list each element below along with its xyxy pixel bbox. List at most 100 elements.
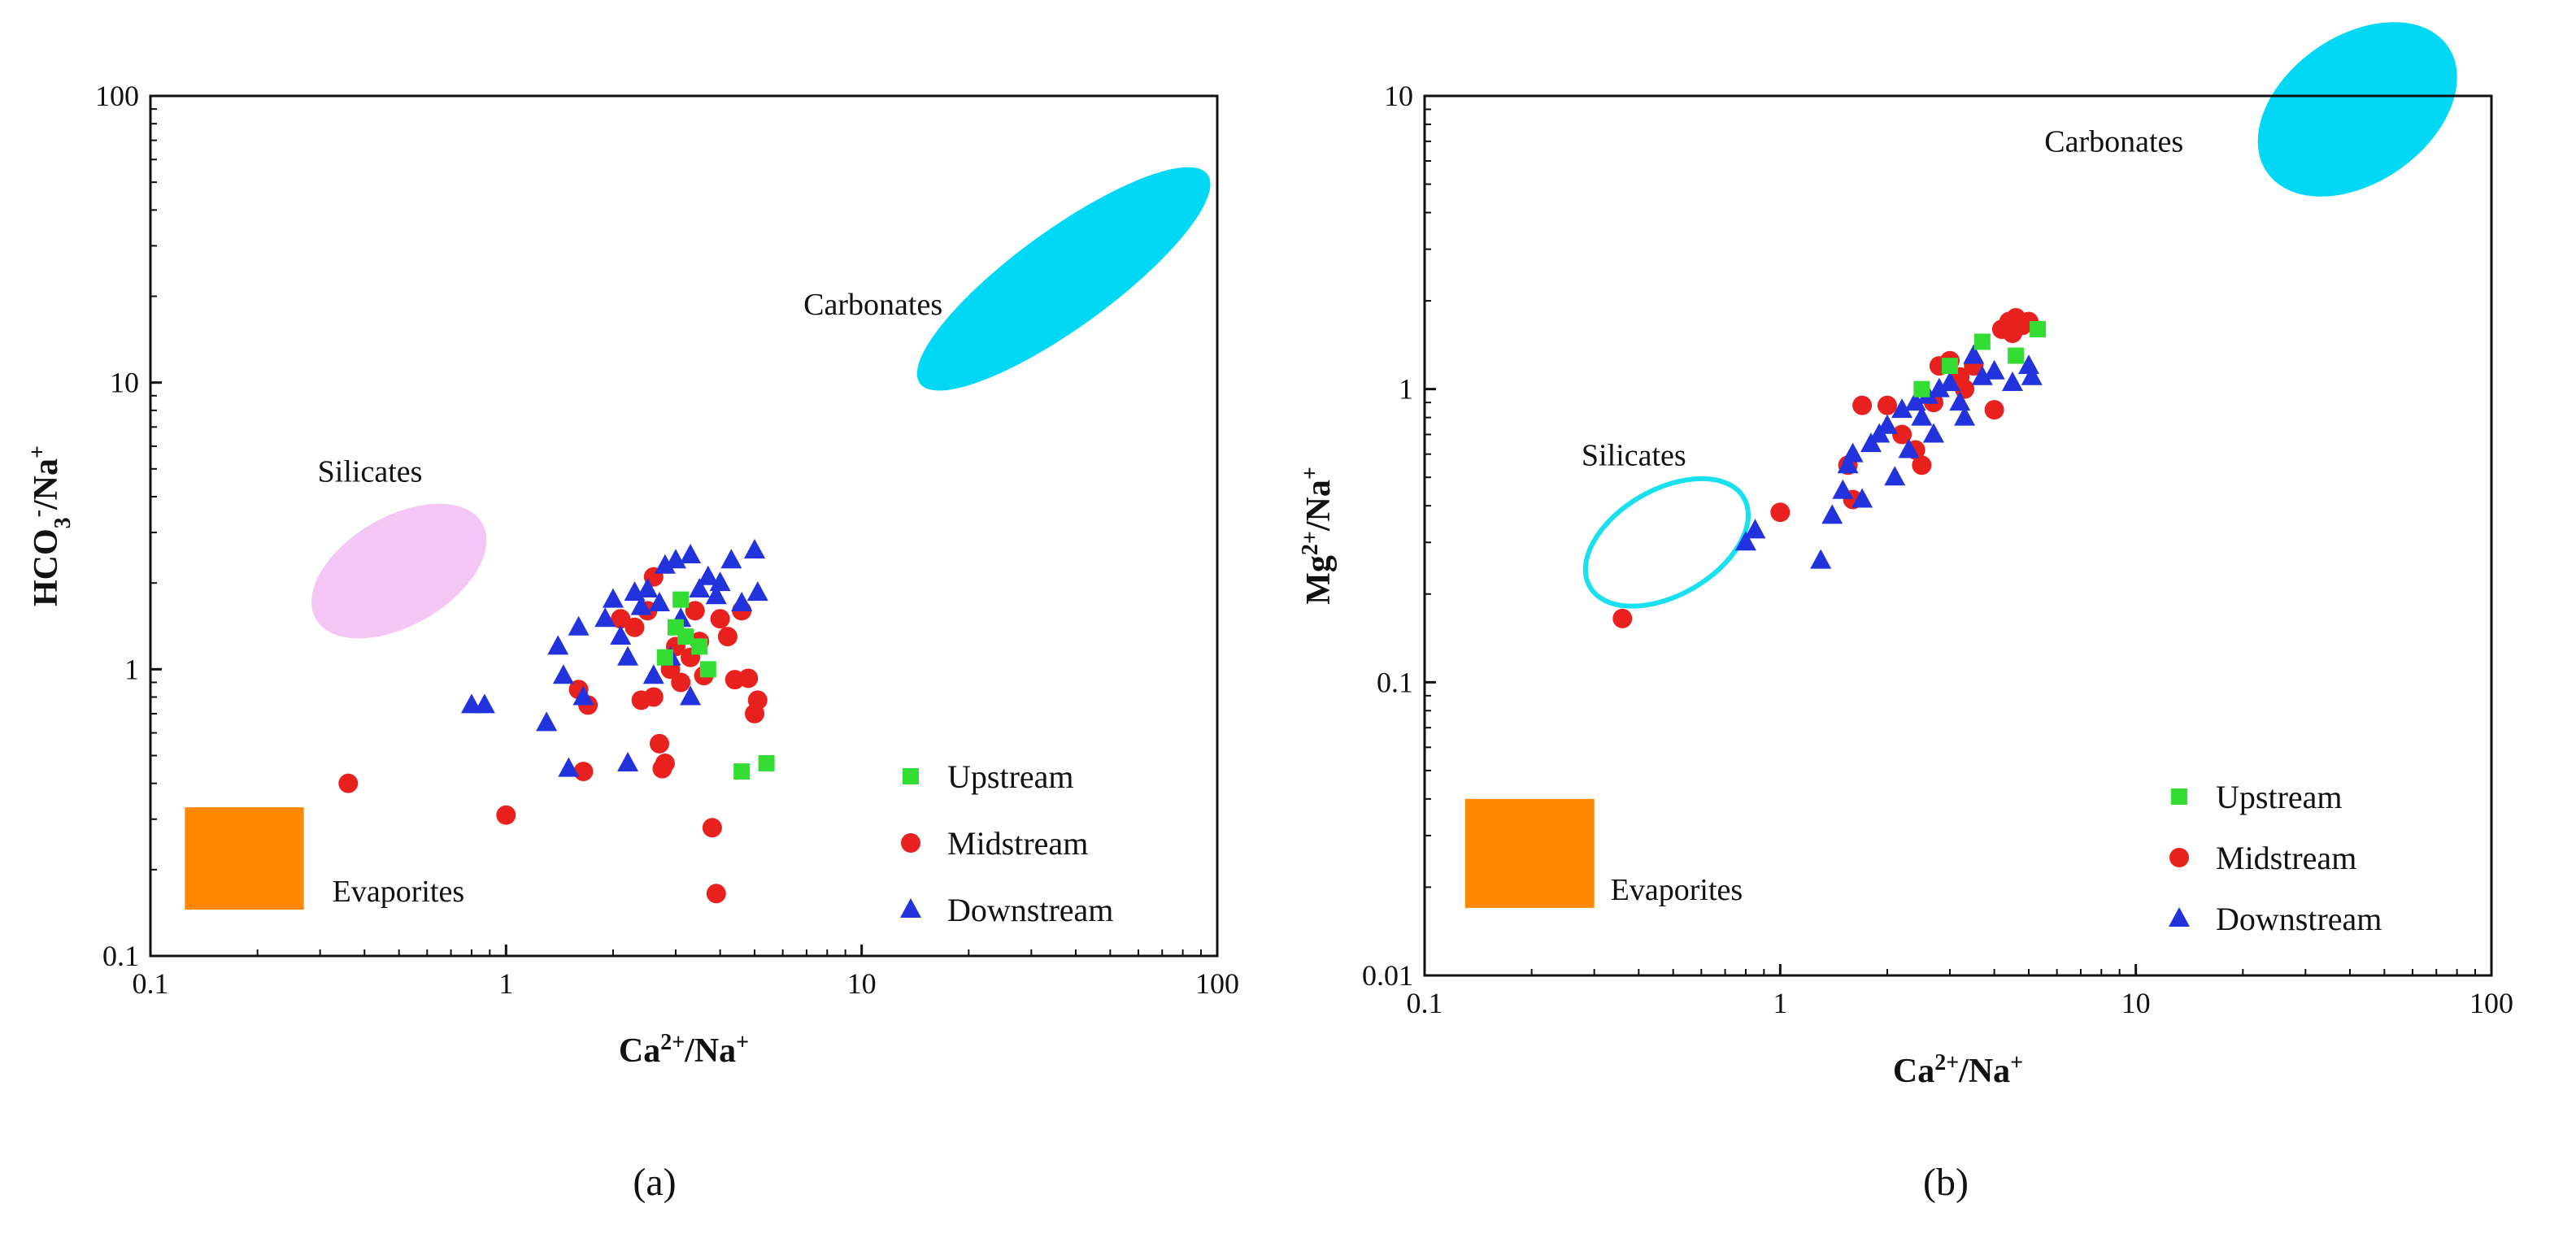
legend-label-upstream: Upstream xyxy=(947,758,1074,795)
point-midstream xyxy=(1892,424,1912,445)
point-midstream xyxy=(496,805,516,825)
point-downstream xyxy=(558,757,580,777)
point-midstream xyxy=(1912,455,1932,476)
point-downstream xyxy=(1983,359,2005,380)
point-upstream xyxy=(672,591,690,608)
region-silicates: Silicates xyxy=(1582,438,1751,609)
point-upstream xyxy=(2030,321,2047,338)
legend-label-downstream: Downstream xyxy=(947,892,1113,928)
panel-b-plot: Carbonates Silicates Evaporites Upstream Mid… xyxy=(1464,22,2457,937)
x-tick-label: 10 xyxy=(847,967,877,1000)
point-downstream xyxy=(1810,549,1832,569)
point-midstream xyxy=(649,733,669,754)
legend-label-upstream: Upstream xyxy=(2216,779,2343,815)
point-downstream xyxy=(1884,466,1906,486)
legend-swatch-upstream xyxy=(2171,788,2187,805)
point-downstream xyxy=(1911,406,1933,426)
point-downstream xyxy=(689,578,711,598)
point-midstream xyxy=(1984,400,2004,420)
point-downstream xyxy=(1821,504,1843,524)
point-downstream xyxy=(536,711,558,732)
point-upstream xyxy=(691,638,708,655)
point-downstream xyxy=(1837,454,1859,474)
x-tick-label: 1 xyxy=(1773,987,1787,1019)
point-downstream xyxy=(2021,365,2043,385)
region-silicates-shape xyxy=(311,503,487,639)
point-midstream xyxy=(1852,395,1873,415)
region-silicates-label: Silicates xyxy=(1582,438,1686,472)
panel-a-legend: Upstream Midstream Downstream xyxy=(900,758,1113,928)
point-downstream xyxy=(680,543,702,563)
point-midstream xyxy=(702,818,722,838)
point-upstream xyxy=(1913,380,1930,397)
point-downstream xyxy=(697,565,719,585)
point-upstream xyxy=(1973,333,1991,350)
point-downstream xyxy=(680,685,702,706)
region-evaporites-label: Evaporites xyxy=(333,875,465,909)
point-downstream xyxy=(2018,354,2040,375)
point-midstream xyxy=(1612,608,1633,628)
point-downstream xyxy=(654,554,676,574)
point-downstream xyxy=(547,635,569,655)
region-evaporites-shape xyxy=(185,807,304,910)
panel-b-caption: (b) xyxy=(1923,1161,1969,1204)
series-upstream xyxy=(1913,321,2047,397)
point-downstream xyxy=(617,645,639,666)
point-upstream xyxy=(1941,358,1958,375)
y-tick-label: 100 xyxy=(95,80,139,112)
y-tick-label: 0.1 xyxy=(1377,666,1413,698)
panel-a: Carbonates Silicates Evaporites Upstream Mid… xyxy=(25,80,1240,1204)
point-downstream xyxy=(664,549,686,569)
series-downstream xyxy=(460,538,768,777)
point-downstream xyxy=(1898,438,1920,458)
region-evaporites-shape xyxy=(1464,798,1595,908)
point-downstream xyxy=(1832,479,1854,499)
panel-a-y-axis-label: HCO3-/Na+ xyxy=(25,445,76,606)
point-upstream xyxy=(699,661,716,678)
point-upstream xyxy=(677,628,694,645)
point-downstream xyxy=(746,581,768,602)
panel-b-plot-frame xyxy=(1423,94,2493,977)
x-tick-label: 10 xyxy=(2121,987,2151,1019)
panel-a-x-axis-label: Ca2+/Na+ xyxy=(619,1030,749,1071)
region-silicates-shape xyxy=(1582,476,1751,609)
point-upstream xyxy=(758,754,775,771)
panel-a-ticks: 0.1 1 10 100 0.1 1 10 100 xyxy=(95,80,1239,1000)
legend-label-midstream: Midstream xyxy=(2216,840,2356,876)
point-midstream xyxy=(573,762,594,782)
point-downstream xyxy=(648,592,670,612)
point-downstream xyxy=(630,595,652,615)
point-upstream xyxy=(2008,347,2025,364)
region-silicates-label: Silicates xyxy=(318,455,423,489)
point-downstream xyxy=(1949,391,1971,411)
legend-swatch-midstream xyxy=(901,833,920,853)
point-downstream xyxy=(1904,391,1926,411)
series-downstream xyxy=(1734,344,2043,569)
panel-a-plot: Carbonates Silicates Evaporites Upstream Mid… xyxy=(185,167,1211,928)
series-midstream xyxy=(1612,308,2039,628)
panel-b-x-axis-label: Ca2+/Na+ xyxy=(1893,1050,2023,1091)
region-carbonates: Carbonates xyxy=(2044,22,2457,197)
region-carbonates: Carbonates xyxy=(803,167,1211,391)
point-downstream xyxy=(1971,365,1993,385)
point-midstream xyxy=(671,672,691,693)
point-downstream xyxy=(617,751,639,771)
point-downstream xyxy=(705,584,727,605)
point-downstream xyxy=(1939,371,1960,392)
point-midstream xyxy=(338,773,359,793)
point-downstream xyxy=(1852,488,1873,508)
point-upstream xyxy=(656,649,673,666)
region-carbonates-shape xyxy=(2257,22,2457,197)
point-downstream xyxy=(552,664,574,684)
point-downstream xyxy=(473,693,495,714)
point-midstream xyxy=(624,617,645,637)
legend-label-downstream: Downstream xyxy=(2216,901,2382,937)
region-evaporites-label: Evaporites xyxy=(1611,873,1743,907)
point-midstream xyxy=(706,884,726,904)
point-downstream xyxy=(720,549,742,569)
point-downstream xyxy=(602,588,624,608)
x-tick-label: 0.1 xyxy=(133,967,169,1000)
point-downstream xyxy=(1734,531,1756,551)
